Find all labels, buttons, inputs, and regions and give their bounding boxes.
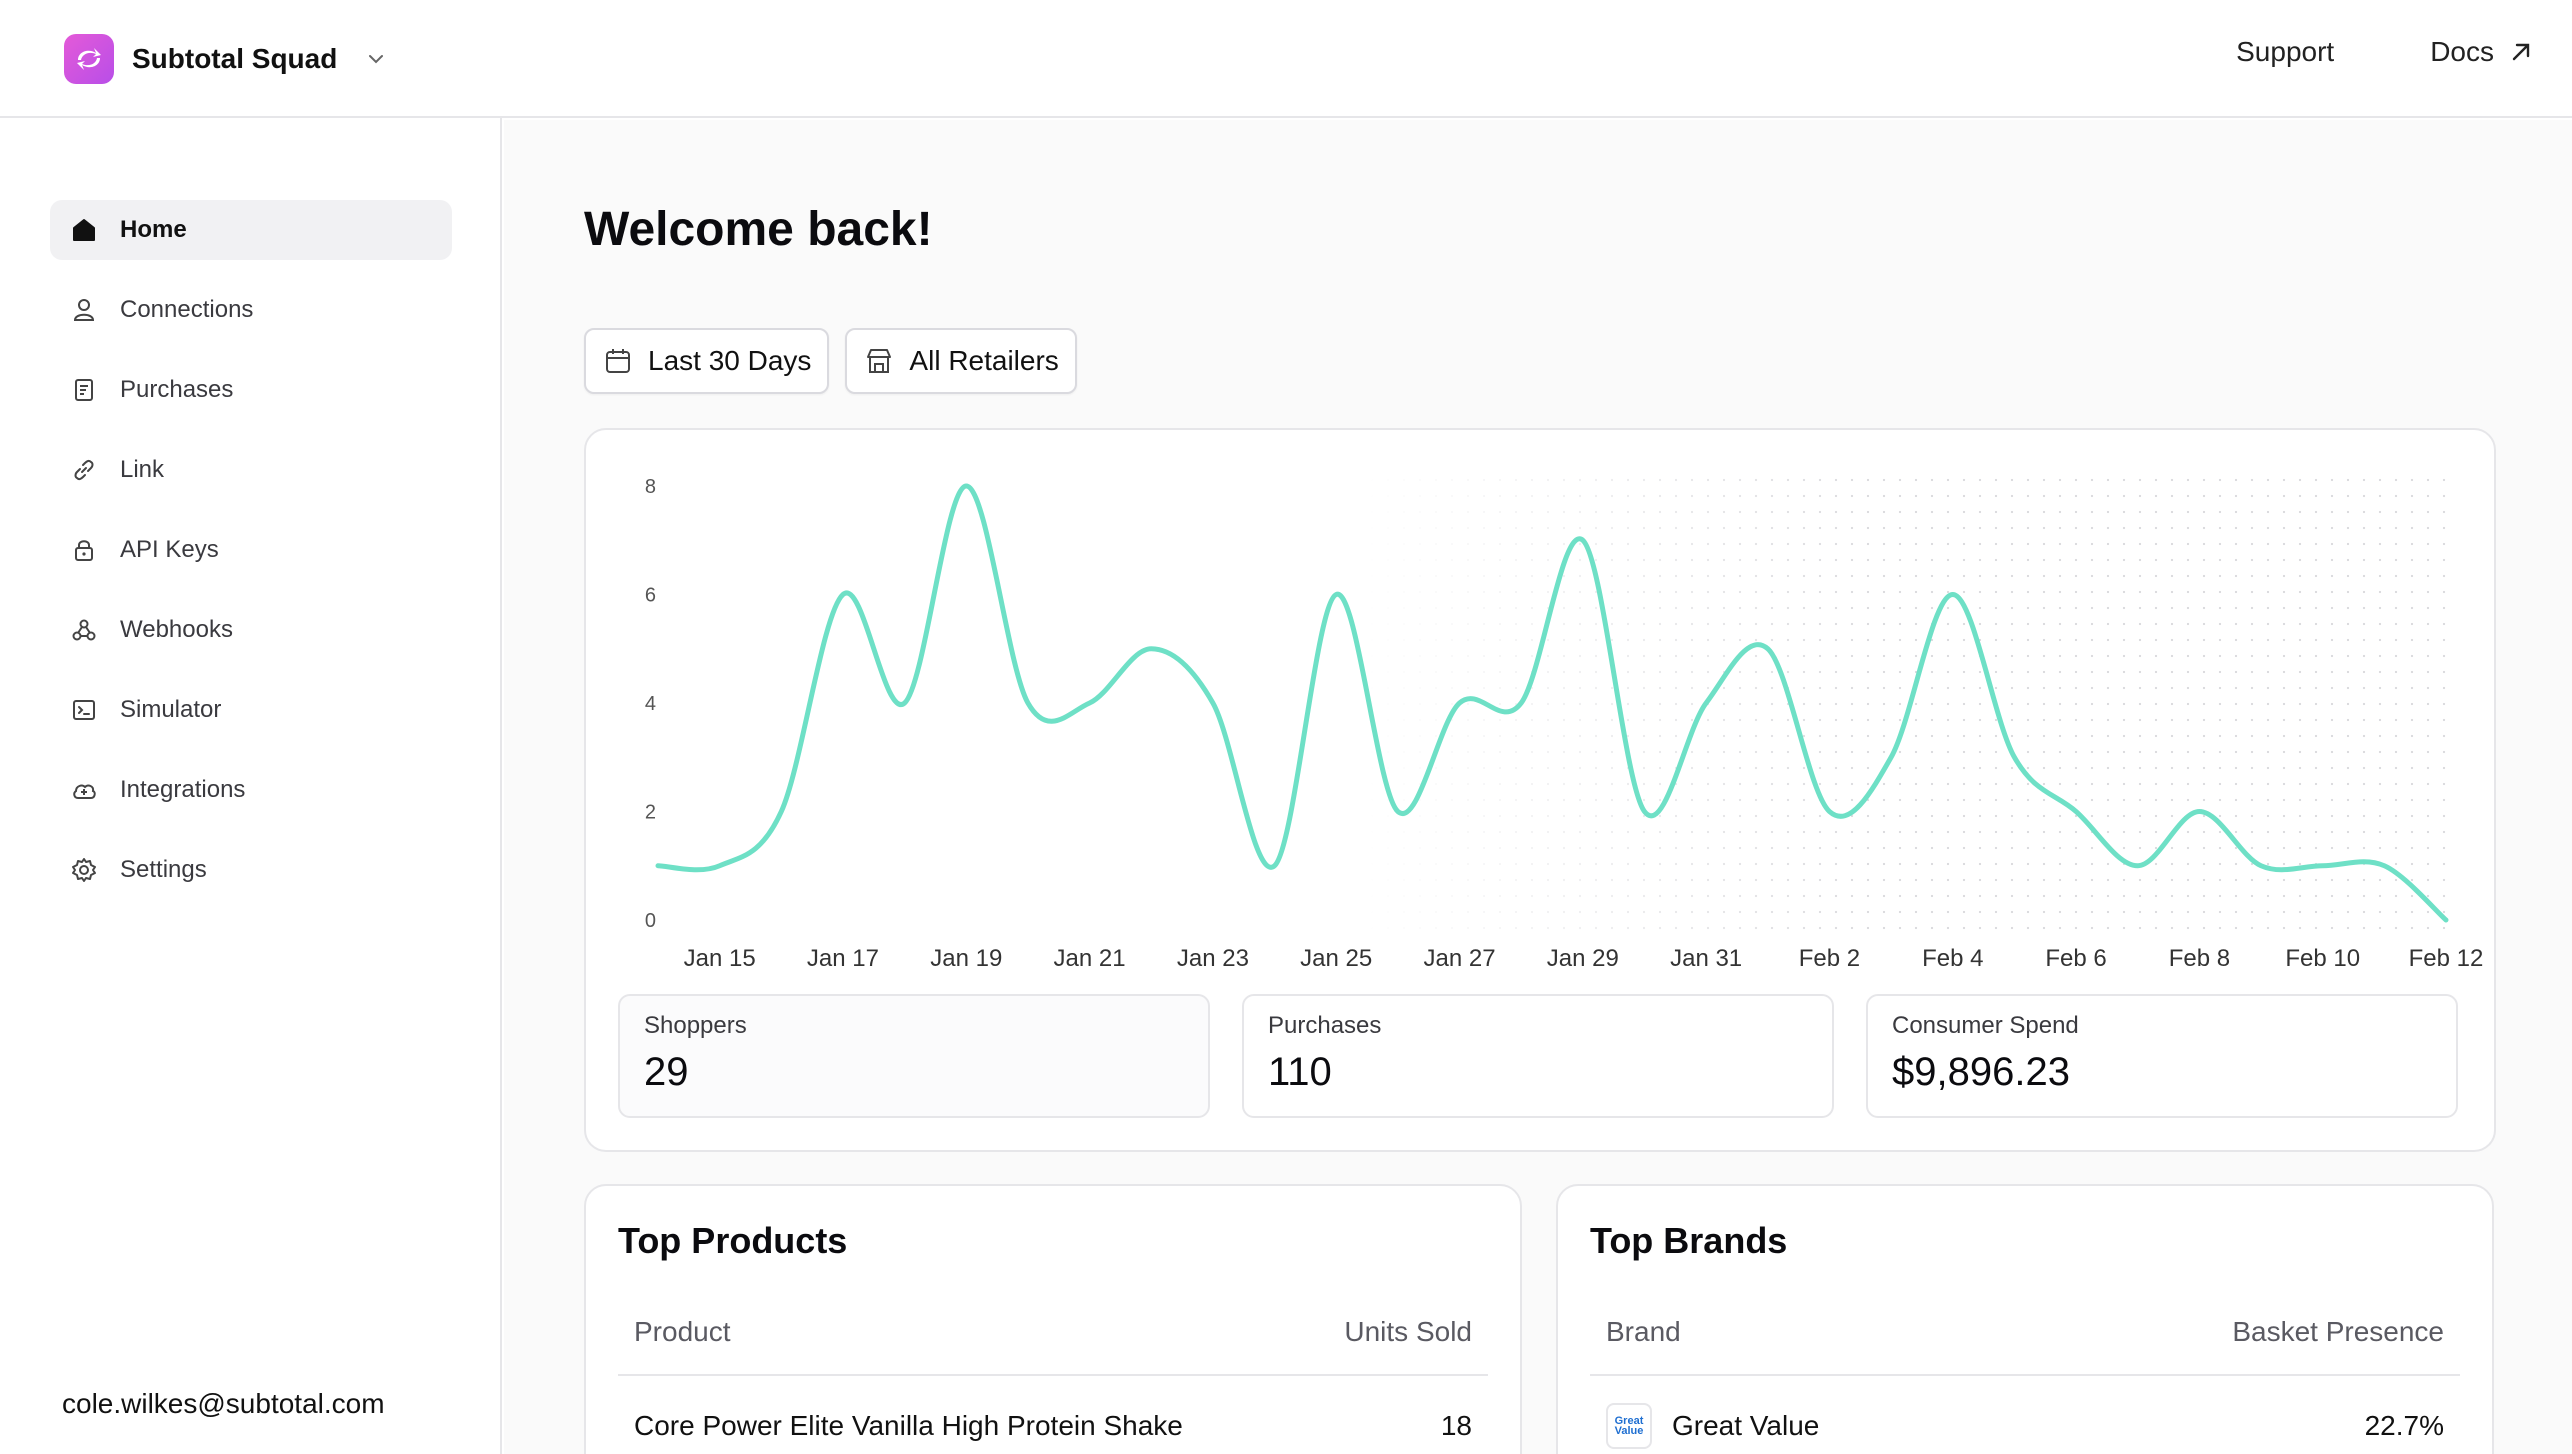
series-line [655, 483, 2449, 923]
column-header[interactable]: Product [634, 1316, 731, 1347]
date-range-label: Last 30 Days [648, 345, 812, 376]
link-icon [74, 459, 94, 481]
docs-link[interactable]: Docs [2430, 36, 2534, 68]
sidebar-item-settings[interactable]: Settings [50, 840, 452, 900]
x-tick-label: Jan 21 [1054, 945, 1126, 972]
org-switcher[interactable]: Subtotal Squad [64, 34, 387, 84]
sidebar-item-webhooks[interactable]: Webhooks [50, 600, 452, 660]
stat-value: 110 [1268, 1050, 1332, 1094]
x-tick-label: Jan 27 [1423, 945, 1495, 972]
panel-title: Top Brands [1590, 1220, 1788, 1261]
product-name: Core Power Elite Vanilla High Protein Sh… [634, 1410, 1183, 1441]
top-brands-panel: Top Brands Brand Basket Presence Great V… [1556, 1184, 2494, 1454]
sidebar-item-connections[interactable]: Connections [50, 280, 452, 340]
date-range-button[interactable]: Last 30 Days [584, 328, 830, 394]
sidebar-item-label: API Keys [120, 536, 219, 563]
sync-logo-icon [77, 48, 101, 70]
sidebar-item-label: Purchases [120, 376, 234, 403]
x-tick-label: Jan 15 [684, 945, 756, 972]
sidebar-item-label: Webhooks [120, 616, 233, 643]
sidebar: Home Connections Purchases Link API Keys… [0, 118, 502, 1454]
table-row[interactable]: Great Value Great Value 22.7% [1590, 1396, 2460, 1454]
brand-logo: Great Value [1606, 1403, 1652, 1449]
stats-row: Shoppers 29 Purchases 110 Consumer Spend… [618, 994, 2458, 1118]
top-products-panel: Top Products Product Units Sold Core Pow… [584, 1184, 1522, 1454]
lock-icon [75, 540, 93, 561]
sidebar-item-purchases[interactable]: Purchases [50, 360, 452, 420]
sidebar-item-simulator[interactable]: Simulator [50, 680, 452, 740]
sidebar-item-label: Link [120, 456, 165, 483]
units-sold: 18 [1440, 1410, 1472, 1441]
app-logo [64, 34, 114, 84]
user-icon [73, 299, 95, 321]
x-tick-label: Feb 8 [2169, 945, 2230, 972]
sidebar-nav: Home Connections Purchases Link API Keys… [50, 200, 452, 920]
org-name: Subtotal Squad [132, 43, 338, 74]
webhook-icon [72, 619, 96, 641]
stat-label: Consumer Spend [1892, 1012, 2079, 1039]
table-row[interactable]: Core Power Elite Vanilla High Protein Sh… [618, 1396, 1488, 1454]
cloud-icon [73, 784, 96, 799]
table-header: Brand Basket Presence [1590, 1316, 2460, 1376]
y-tick-label: 8 [645, 476, 656, 498]
sidebar-item-label: Integrations [120, 776, 246, 803]
x-tick-label: Jan 29 [1547, 945, 1619, 972]
filter-bar: Last 30 Days All Retailers [584, 328, 1077, 394]
sidebar-item-label: Home [120, 216, 187, 243]
retailer-label: All Retailers [909, 345, 1059, 376]
activity-chart-card: 0 2 4 6 8 Jan 15 Jan 17 Jan 19 Jan 21 Jan 23 Jan … [584, 428, 2496, 1152]
x-tick-label: Jan 19 [930, 945, 1002, 972]
sidebar-item-label: Settings [120, 856, 207, 883]
external-link-icon [2512, 43, 2530, 61]
y-tick-label: 2 [645, 802, 656, 824]
y-tick-label: 0 [645, 910, 656, 932]
stat-label: Purchases [1268, 1012, 1382, 1039]
sidebar-item-label: Simulator [120, 696, 222, 723]
main-content: Welcome back! Last 30 Days All Retailers [504, 120, 2572, 1454]
stat-label: Shoppers [644, 1012, 747, 1039]
stat-card-consumer-spend: Consumer Spend $9,896.23 [1866, 994, 2458, 1118]
x-tick-label: Jan 17 [807, 945, 879, 972]
sidebar-item-link[interactable]: Link [50, 440, 452, 500]
y-tick-label: 4 [645, 693, 656, 715]
support-link[interactable]: Support [2236, 36, 2335, 67]
gear-icon [72, 858, 96, 882]
x-tick-label: Jan 31 [1670, 945, 1742, 972]
stat-value: $9,896.23 [1892, 1050, 2070, 1094]
sidebar-item-home[interactable]: Home [50, 200, 452, 260]
column-header[interactable]: Brand [1606, 1316, 1681, 1347]
x-tick-label: Jan 25 [1300, 945, 1372, 972]
stat-value: 29 [644, 1050, 689, 1094]
brand-name: Great Value [1672, 1410, 1820, 1441]
user-email[interactable]: cole.wilkes@subtotal.com [62, 1388, 385, 1419]
x-tick-label: Feb 4 [1922, 945, 1983, 972]
activity-line-chart: 0 2 4 6 8 Jan 15 Jan 17 Jan 19 Jan 21 Jan 23 Jan … [645, 470, 2484, 972]
terminal-icon [73, 700, 95, 720]
panel-title: Top Products [618, 1220, 848, 1261]
retailer-button[interactable]: All Retailers [845, 328, 1077, 394]
sidebar-item-label: Connections [120, 296, 254, 323]
table-header: Product Units Sold [618, 1316, 1488, 1376]
chevron-down-icon [369, 55, 384, 64]
stat-card-shoppers: Shoppers 29 [618, 994, 1210, 1118]
basket-presence: 22.7% [2364, 1410, 2444, 1441]
column-header[interactable]: Units Sold [1344, 1316, 1472, 1347]
receipt-icon [75, 379, 93, 401]
x-tick-label: Feb 12 [2409, 945, 2484, 972]
stat-card-purchases: Purchases 110 [1242, 994, 1834, 1118]
x-tick-label: Feb 6 [2045, 945, 2106, 972]
column-header[interactable]: Basket Presence [2232, 1316, 2444, 1347]
sidebar-item-integrations[interactable]: Integrations [50, 760, 452, 820]
x-tick-label: Jan 23 [1177, 945, 1249, 972]
calendar-icon [606, 349, 630, 373]
y-tick-label: 6 [645, 585, 656, 607]
x-tick-label: Feb 2 [1799, 945, 1860, 972]
store-icon [867, 349, 892, 373]
x-tick-label: Feb 10 [2285, 945, 2360, 972]
sidebar-item-api-keys[interactable]: API Keys [50, 520, 452, 580]
top-bar: Subtotal Squad Support Docs [0, 0, 2572, 118]
page-title: Welcome back! [584, 203, 933, 256]
home-icon [73, 219, 95, 241]
